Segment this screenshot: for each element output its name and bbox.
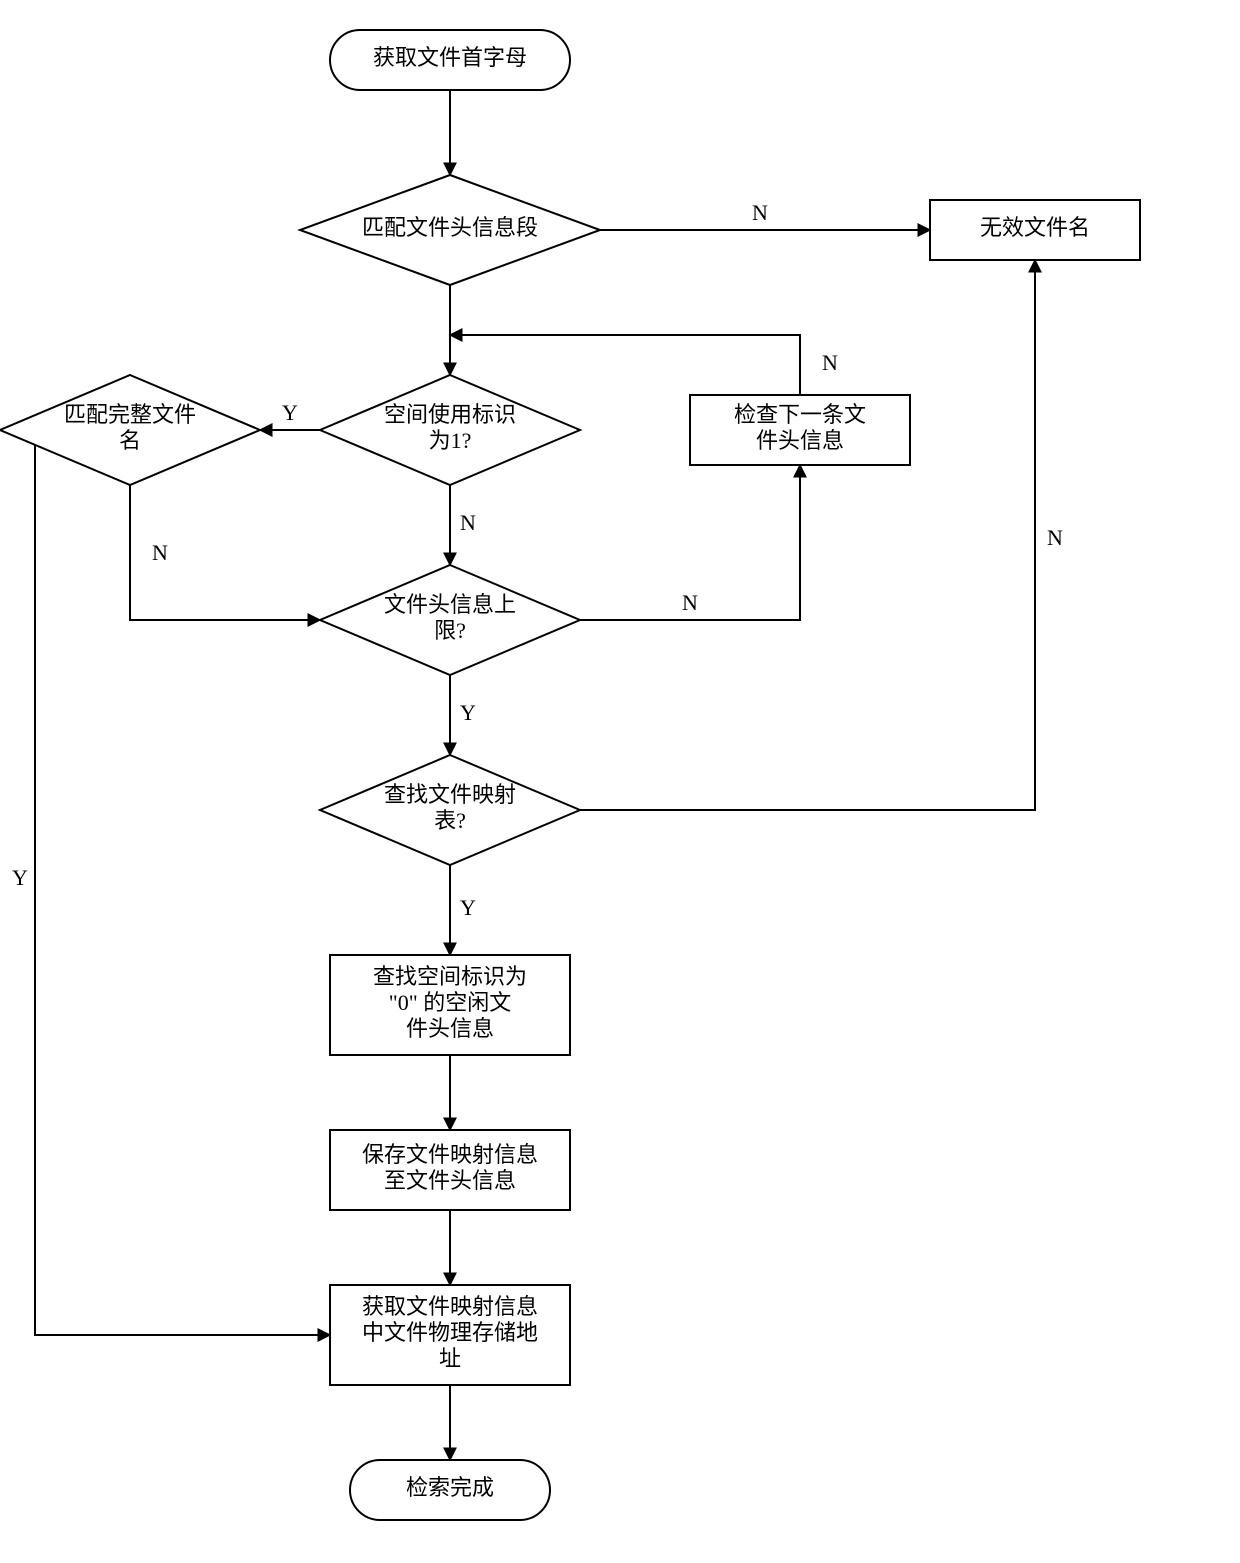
edge: N <box>600 200 930 230</box>
svg-text:中文件物理存储地: 中文件物理存储地 <box>362 1320 538 1345</box>
decision-node: 匹配文件头信息段 <box>300 175 600 285</box>
edge: Y <box>450 865 476 955</box>
edge: Y <box>260 400 320 430</box>
edge: N <box>450 335 838 395</box>
svg-text:名: 名 <box>119 428 141 453</box>
process-node: 保存文件映射信息至文件头信息 <box>330 1130 570 1210</box>
svg-text:址: 址 <box>439 1346 461 1371</box>
edge: N <box>130 485 320 620</box>
decision-node: 匹配完整文件名 <box>0 375 260 485</box>
svg-text:无效文件名: 无效文件名 <box>980 215 1090 240</box>
svg-text:匹配文件头信息段: 匹配文件头信息段 <box>362 215 538 240</box>
process-node: 查找空间标识为"0" 的空闲文件头信息 <box>330 955 570 1055</box>
edge: Y <box>450 675 476 755</box>
decision-node: 文件头信息上限? <box>320 565 580 675</box>
decision-node: 查找文件映射表? <box>320 755 580 865</box>
svg-text:限?: 限? <box>434 618 466 643</box>
svg-text:为1?: 为1? <box>429 428 472 453</box>
edge: Y <box>0 430 330 1335</box>
terminator-node: 获取文件首字母 <box>330 30 570 90</box>
svg-text:N: N <box>1047 525 1063 550</box>
svg-text:Y: Y <box>460 700 476 725</box>
edge: N <box>450 485 476 565</box>
decision-node: 空间使用标识为1? <box>320 375 580 485</box>
svg-text:文件头信息上: 文件头信息上 <box>384 592 516 617</box>
svg-text:N: N <box>682 590 698 615</box>
svg-text:获取文件首字母: 获取文件首字母 <box>373 45 527 70</box>
svg-text:查找文件映射: 查找文件映射 <box>384 782 516 807</box>
svg-text:检查下一条文: 检查下一条文 <box>734 402 866 427</box>
svg-text:N: N <box>152 540 168 565</box>
svg-text:Y: Y <box>282 400 298 425</box>
svg-text:"0" 的空闲文: "0" 的空闲文 <box>389 990 511 1015</box>
process-node: 检查下一条文件头信息 <box>690 395 910 465</box>
svg-text:表?: 表? <box>434 808 466 833</box>
svg-text:查找空间标识为: 查找空间标识为 <box>373 964 527 989</box>
svg-text:空间使用标识: 空间使用标识 <box>384 402 516 427</box>
process-node: 无效文件名 <box>930 200 1140 260</box>
svg-text:至文件头信息: 至文件头信息 <box>384 1168 516 1193</box>
svg-text:件头信息: 件头信息 <box>406 1016 494 1041</box>
svg-text:匹配完整文件: 匹配完整文件 <box>64 402 196 427</box>
svg-text:Y: Y <box>12 865 28 890</box>
svg-text:件头信息: 件头信息 <box>756 428 844 453</box>
flowchart-canvas: N Y N N N Y N Y N Y 获取文件首字母匹配文件头信息段 无效文件名空间使用标识为1? 匹… <box>0 0 1240 1563</box>
svg-text:N: N <box>822 350 838 375</box>
edge: N <box>580 465 800 620</box>
svg-text:保存文件映射信息: 保存文件映射信息 <box>362 1142 538 1167</box>
svg-text:N: N <box>752 200 768 225</box>
svg-text:检索完成: 检索完成 <box>406 1475 494 1500</box>
svg-text:获取文件映射信息: 获取文件映射信息 <box>362 1294 538 1319</box>
svg-text:Y: Y <box>460 895 476 920</box>
edge: N <box>580 260 1063 810</box>
svg-text:N: N <box>460 510 476 535</box>
terminator-node: 检索完成 <box>350 1460 550 1520</box>
process-node: 获取文件映射信息中文件物理存储地址 <box>330 1285 570 1385</box>
